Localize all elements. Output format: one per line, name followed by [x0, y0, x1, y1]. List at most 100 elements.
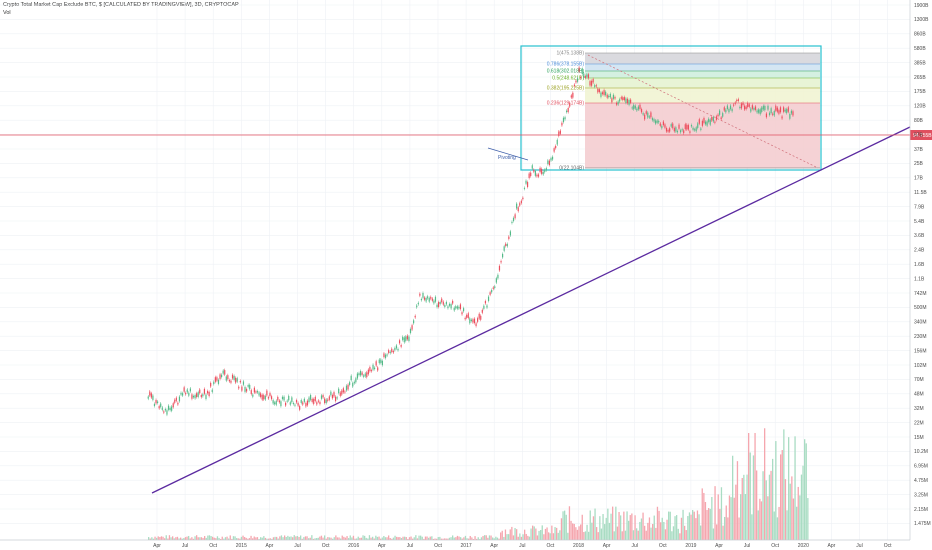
candle-body — [459, 304, 462, 310]
volume-bar — [463, 537, 465, 540]
y-tick-label: 1.6B — [914, 262, 925, 268]
candle-body — [406, 335, 408, 340]
candle-body — [750, 108, 752, 112]
candle-body — [384, 354, 387, 359]
volume-bar — [359, 537, 361, 540]
candle-body — [489, 292, 491, 295]
volume-bar — [245, 537, 247, 540]
volume-bar — [594, 508, 596, 540]
volume-bar — [365, 537, 367, 540]
volume-bar — [591, 522, 593, 540]
volume-bar — [565, 514, 567, 540]
volume-bar — [762, 471, 764, 540]
x-tick-label: 2017 — [461, 543, 472, 549]
volume-bar — [325, 538, 327, 540]
volume-bar — [386, 537, 388, 540]
candle-body — [392, 350, 394, 353]
candle-body — [191, 394, 193, 399]
candle-body — [194, 395, 196, 399]
candle-body — [452, 300, 454, 304]
volume-bar — [496, 537, 499, 540]
candle-body — [277, 396, 279, 401]
volume-bar — [677, 528, 679, 540]
candle-body — [477, 318, 479, 322]
candle-body — [739, 106, 741, 109]
candle-body — [600, 92, 602, 97]
candle-body — [175, 397, 177, 401]
candle-body — [316, 402, 318, 405]
candle-body — [181, 393, 184, 396]
candle-body — [383, 353, 385, 358]
candle-body — [149, 391, 151, 396]
volume-bar — [296, 535, 299, 540]
volume-bar — [264, 537, 267, 540]
candle-body — [640, 109, 643, 113]
current-price-label: 94.755B — [913, 133, 932, 139]
candles — [147, 66, 794, 417]
candle-body — [633, 104, 635, 110]
candle-body — [283, 396, 285, 401]
candle-body — [676, 130, 679, 133]
candle-body — [605, 91, 607, 96]
volume-bar — [260, 537, 262, 540]
volume-bar — [575, 527, 577, 540]
volume-bar — [602, 514, 604, 540]
y-tick-label: 1.1B — [914, 276, 925, 282]
volume-bar — [152, 538, 155, 540]
volume-bar — [581, 514, 583, 540]
volume-bar — [151, 537, 153, 540]
volume-bar — [741, 477, 743, 540]
volume-bar — [279, 536, 281, 540]
volume-bar — [343, 536, 345, 540]
candle-body — [575, 80, 577, 83]
volume-bar — [615, 506, 617, 540]
candle-body — [736, 100, 738, 102]
volume-bar — [204, 536, 206, 540]
candle-body — [644, 114, 646, 120]
candle-body — [495, 278, 497, 283]
volume-bar — [802, 465, 804, 540]
candle-body — [773, 111, 775, 116]
volume-bar — [180, 537, 182, 540]
volume-bar — [418, 535, 420, 540]
volume-bar — [404, 536, 406, 540]
volume-bar — [804, 439, 806, 540]
trendlines: 94.755B Pivoting — [0, 54, 932, 494]
candle-body — [498, 265, 501, 271]
candle-body — [573, 84, 576, 87]
volume-bar — [272, 537, 275, 540]
candle-body — [566, 110, 568, 113]
candle-body — [619, 99, 621, 102]
candle-body — [147, 396, 149, 399]
volume-bar — [527, 535, 529, 540]
candle-body — [592, 79, 594, 83]
volume-bar — [242, 535, 244, 540]
candle-body — [395, 345, 398, 349]
volume-bar — [528, 536, 531, 540]
volume-bar — [794, 436, 796, 540]
volume-bar — [442, 538, 444, 540]
volume-bar — [696, 510, 699, 540]
candle-body — [553, 148, 555, 152]
volume-bar — [642, 512, 644, 540]
candle-body — [423, 297, 426, 300]
candle-body — [436, 304, 438, 308]
candle-body — [731, 108, 733, 112]
candle-body — [578, 67, 580, 72]
volume-bar — [210, 536, 212, 540]
volume-bar — [765, 480, 767, 540]
volume-bar — [301, 538, 303, 540]
volume-bar — [391, 538, 393, 540]
candle-body — [487, 296, 490, 301]
candle-body — [333, 392, 335, 397]
volume-bar — [428, 537, 430, 540]
volume-bar — [623, 511, 625, 540]
volume-bar — [412, 538, 414, 540]
candle-body — [227, 375, 229, 380]
candle-body — [539, 167, 541, 173]
volume-bar — [485, 535, 487, 540]
volume-bar — [644, 525, 646, 540]
volume-bar — [346, 536, 348, 540]
volume-bar — [722, 525, 724, 540]
